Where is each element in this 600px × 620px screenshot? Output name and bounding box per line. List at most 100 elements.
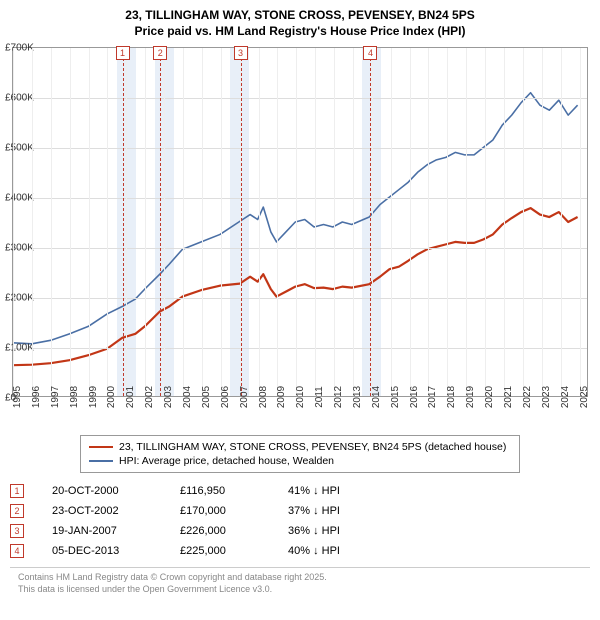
y-tick-label: £300K	[5, 243, 34, 254]
x-tick-label: 2014	[371, 386, 382, 408]
transaction-row: 4 05-DEC-2013 £225,000 40% ↓ HPI	[10, 541, 590, 561]
x-tick-label: 2016	[409, 386, 420, 408]
grid-line-v	[485, 48, 486, 396]
transaction-price: £170,000	[180, 505, 260, 517]
transaction-table: 120-OCT-2000£116,95041% ↓ HPI223-OCT-200…	[10, 481, 590, 561]
grid-line-v	[334, 48, 335, 396]
price-chart: £0£100K£200K£300K£400K£500K£600K£700K123…	[12, 47, 588, 397]
grid-line-v	[561, 48, 562, 396]
transaction-row: 319-JAN-2007£226,00036% ↓ HPI	[10, 521, 590, 541]
x-tick-label: 2006	[220, 386, 231, 408]
y-tick-label: £500K	[5, 143, 34, 154]
x-tick-label: 2009	[276, 386, 287, 408]
x-tick-label: 2013	[352, 386, 363, 408]
x-tick-label: 2019	[465, 386, 476, 408]
x-tick-label: 2024	[560, 386, 571, 408]
x-tick-label: 2001	[125, 386, 136, 408]
transaction-diff: 41% ↓ HPI	[288, 485, 388, 497]
x-tick-label: 1995	[12, 386, 23, 408]
x-tick-label: 2007	[239, 386, 250, 408]
grid-line-v	[164, 48, 165, 396]
grid-line-v	[353, 48, 354, 396]
legend-item: 23, TILLINGHAM WAY, STONE CROSS, PEVENSE…	[89, 440, 511, 454]
x-tick-label: 1997	[50, 386, 61, 408]
y-tick-label: £700K	[5, 43, 34, 54]
grid-line-v	[410, 48, 411, 396]
transaction-diff: 37% ↓ HPI	[288, 505, 388, 517]
x-tick-label: 2004	[182, 386, 193, 408]
footer-attribution: Contains HM Land Registry data © Crown c…	[10, 567, 590, 599]
grid-line-h	[13, 298, 587, 299]
grid-line-v	[51, 48, 52, 396]
transaction-diff: 40% ↓ HPI	[288, 545, 388, 557]
grid-line-v	[89, 48, 90, 396]
transaction-marker-box: 1	[10, 484, 24, 498]
transaction-price: £225,000	[180, 545, 260, 557]
grid-line-v	[466, 48, 467, 396]
footer-line2: This data is licensed under the Open Gov…	[18, 584, 582, 596]
x-tick-label: 2017	[427, 386, 438, 408]
transaction-date: 20-OCT-2000	[52, 485, 152, 497]
title-line2: Price paid vs. HM Land Registry's House …	[10, 24, 590, 40]
grid-line-v	[523, 48, 524, 396]
transaction-date: 05-DEC-2013	[52, 545, 152, 557]
grid-line-v	[542, 48, 543, 396]
x-tick-label: 2011	[314, 386, 325, 408]
transaction-row: 1 20-OCT-2000 £116,950 41% ↓ HPI	[10, 481, 590, 501]
marker-number-box: 1	[116, 46, 130, 60]
x-tick-label: 2025	[579, 386, 590, 408]
legend-item: HPI: Average price, detached house, Weal…	[89, 454, 511, 468]
x-tick-label: 2021	[503, 386, 514, 408]
grid-line-h	[13, 98, 587, 99]
x-axis: 1995199619971998199920002001200220032004…	[12, 397, 588, 425]
x-tick-label: 2005	[201, 386, 212, 408]
grid-line-v	[447, 48, 448, 396]
legend-label: HPI: Average price, detached house, Weal…	[119, 455, 334, 467]
x-tick-label: 2018	[446, 386, 457, 408]
grid-line-v	[391, 48, 392, 396]
y-tick-label: £600K	[5, 93, 34, 104]
marker-line	[123, 48, 124, 396]
grid-line-h	[13, 348, 587, 349]
marker-line	[241, 48, 242, 396]
marker-number-box: 4	[363, 46, 377, 60]
x-tick-label: 2022	[522, 386, 533, 408]
transaction-marker-box: 4	[10, 544, 24, 558]
marker-number-box: 2	[153, 46, 167, 60]
marker-line	[370, 48, 371, 396]
chart-lines	[13, 48, 587, 396]
transaction-marker-box: 3	[10, 524, 24, 538]
x-tick-label: 2003	[163, 386, 174, 408]
grid-line-v	[183, 48, 184, 396]
y-tick-label: £200K	[5, 293, 34, 304]
legend-swatch	[89, 446, 113, 448]
footer-line1: Contains HM Land Registry data © Crown c…	[18, 572, 582, 584]
transaction-price: £226,000	[180, 525, 260, 537]
y-tick-label: £100K	[5, 343, 34, 354]
grid-line-v	[372, 48, 373, 396]
x-tick-label: 1998	[69, 386, 80, 408]
legend: 23, TILLINGHAM WAY, STONE CROSS, PEVENSE…	[80, 435, 520, 473]
x-tick-label: 1996	[31, 386, 42, 408]
chart-title: 23, TILLINGHAM WAY, STONE CROSS, PEVENSE…	[10, 8, 590, 39]
x-tick-label: 2000	[106, 386, 117, 408]
grid-line-v	[13, 48, 14, 396]
grid-line-v	[315, 48, 316, 396]
transaction-diff: 36% ↓ HPI	[288, 525, 388, 537]
transaction-price: £116,950	[180, 485, 260, 497]
grid-line-h	[13, 248, 587, 249]
x-tick-label: 2010	[295, 386, 306, 408]
grid-line-v	[32, 48, 33, 396]
grid-line-h	[13, 198, 587, 199]
grid-line-v	[428, 48, 429, 396]
grid-line-h	[13, 148, 587, 149]
legend-swatch	[89, 460, 113, 462]
grid-line-v	[504, 48, 505, 396]
transaction-row: 223-OCT-2002£170,00037% ↓ HPI	[10, 501, 590, 521]
marker-line	[160, 48, 161, 396]
grid-line-v	[221, 48, 222, 396]
grid-line-v	[259, 48, 260, 396]
x-tick-label: 2002	[144, 386, 155, 408]
x-tick-label: 2012	[333, 386, 344, 408]
grid-line-v	[107, 48, 108, 396]
